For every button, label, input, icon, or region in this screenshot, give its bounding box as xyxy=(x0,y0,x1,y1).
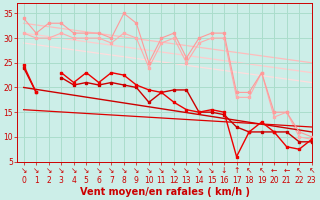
X-axis label: Vent moyen/en rafales ( km/h ): Vent moyen/en rafales ( km/h ) xyxy=(80,187,250,197)
